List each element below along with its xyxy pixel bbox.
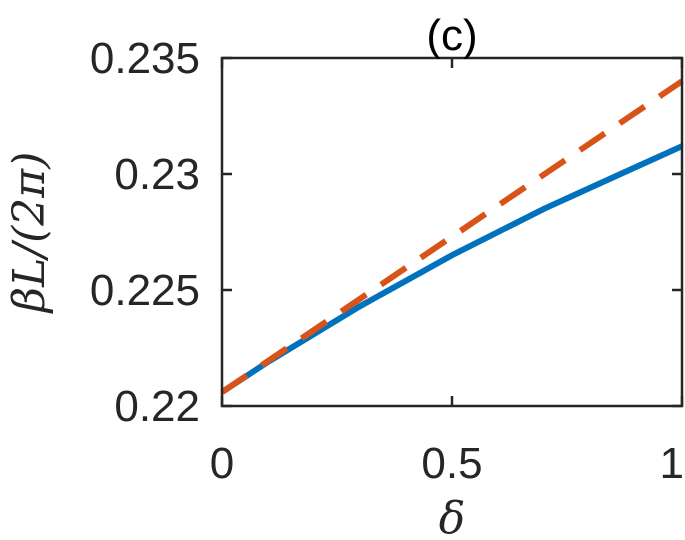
axes-layer: 0 0.5 1 0.22 0.225 0.23 0.235 — [90, 34, 684, 488]
y-tick-label: 0.23 — [114, 150, 200, 199]
x-tick-label: 0 — [210, 439, 234, 488]
plot-area — [222, 58, 682, 406]
y-tick-label: 0.22 — [114, 382, 200, 431]
x-tick-label: 1 — [660, 439, 684, 488]
y-axis-label: βL/(2π) — [4, 152, 55, 315]
y-tick-label: 0.235 — [90, 34, 200, 83]
x-axis-label: δ — [439, 493, 466, 540]
series-layer — [220, 78, 684, 395]
series-line-1 — [220, 143, 684, 395]
y-tick-label: 0.225 — [90, 266, 200, 315]
plot-background — [222, 58, 682, 406]
chart-title: (c) — [426, 11, 477, 60]
x-tick-label: 0.5 — [421, 439, 482, 488]
